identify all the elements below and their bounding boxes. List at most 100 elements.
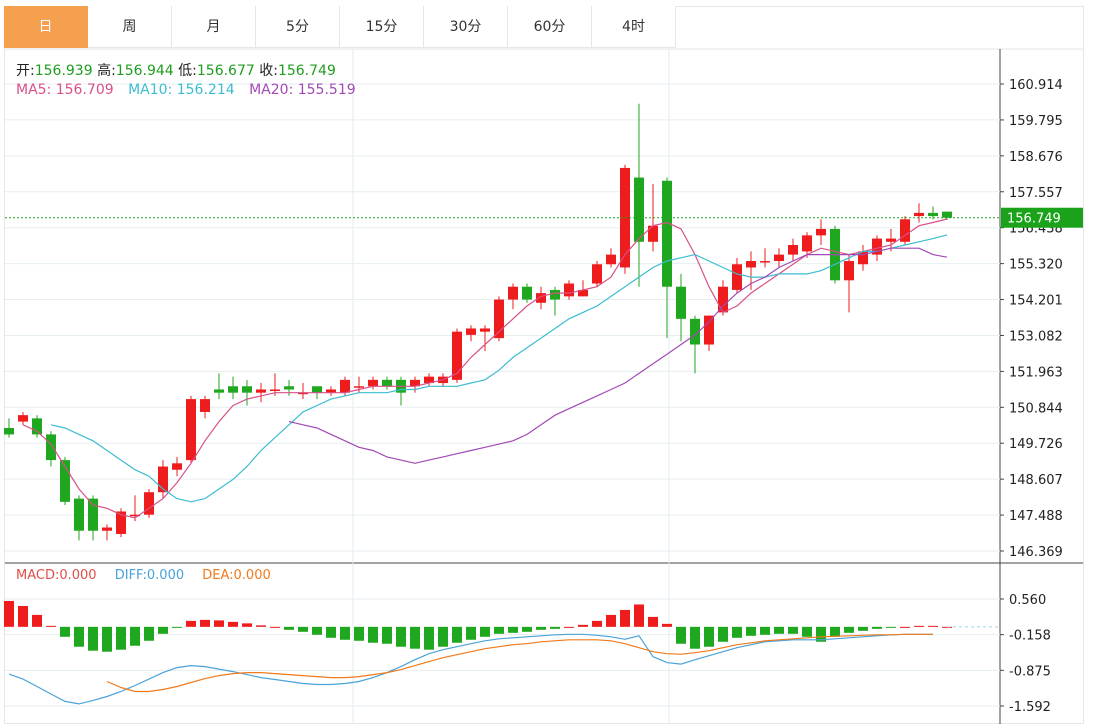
candle-body bbox=[60, 460, 70, 502]
high-label: 高: bbox=[97, 63, 116, 79]
candle-body bbox=[116, 511, 126, 534]
price-tick-label: 147.488 bbox=[1009, 509, 1063, 524]
macd-bar bbox=[494, 626, 504, 634]
macd-bar bbox=[438, 626, 448, 647]
last-price-tag bbox=[1001, 207, 1083, 228]
candle-body bbox=[298, 392, 308, 395]
candle-body bbox=[942, 211, 952, 218]
candle-body bbox=[368, 379, 378, 387]
macd-bar bbox=[536, 626, 546, 630]
macd-bar bbox=[676, 626, 686, 644]
tab-4hour[interactable]: 4时 bbox=[592, 6, 676, 48]
candle-body bbox=[494, 299, 504, 339]
macd-bar bbox=[732, 626, 742, 638]
macd-bar bbox=[564, 626, 574, 628]
candle-body bbox=[564, 283, 574, 297]
macd-bar bbox=[200, 619, 210, 627]
ma10-label: MA10: bbox=[128, 82, 173, 98]
macd-bar bbox=[4, 600, 14, 627]
ma5-label: MA5: bbox=[16, 82, 52, 98]
macd-bar bbox=[214, 620, 224, 627]
ma20-line bbox=[288, 247, 948, 464]
candle-body bbox=[634, 177, 644, 242]
macd-bar bbox=[396, 626, 406, 647]
candle-body bbox=[676, 286, 686, 319]
candle-body bbox=[746, 261, 756, 268]
candle-body bbox=[312, 386, 322, 393]
candle-body bbox=[690, 318, 700, 345]
close-label: 收: bbox=[259, 63, 278, 79]
diff-value: 0.000 bbox=[146, 568, 185, 583]
open-label: 开: bbox=[16, 63, 35, 79]
dea-value: 0.000 bbox=[233, 568, 271, 583]
macd-bar bbox=[816, 626, 826, 642]
macd-bar bbox=[508, 626, 518, 633]
candle-body bbox=[760, 261, 770, 263]
candle-body bbox=[606, 254, 616, 265]
candle-body bbox=[340, 379, 350, 393]
macd-tick-label: -1.592 bbox=[1009, 700, 1051, 715]
macd-bar bbox=[522, 626, 532, 632]
price-tick-label: 154.201 bbox=[1009, 294, 1063, 309]
candle-body bbox=[592, 264, 602, 284]
macd-bar bbox=[886, 626, 896, 628]
candle-body bbox=[704, 315, 714, 345]
price-tick-label: 149.726 bbox=[1009, 437, 1063, 452]
tab-week[interactable]: 周 bbox=[88, 6, 172, 48]
macd-bar bbox=[158, 626, 168, 634]
macd-bar bbox=[326, 626, 336, 638]
macd-bar bbox=[368, 626, 378, 643]
macd-bar bbox=[858, 626, 868, 631]
candle-body bbox=[326, 389, 336, 393]
macd-bar bbox=[872, 626, 882, 629]
candle-body bbox=[844, 261, 854, 281]
candle-body bbox=[354, 386, 364, 388]
candle-body bbox=[214, 389, 224, 393]
macd-bar bbox=[186, 620, 196, 627]
candle-body bbox=[172, 463, 182, 470]
candle-body bbox=[144, 492, 154, 515]
ma20-value: 155.519 bbox=[297, 82, 356, 98]
candle-body bbox=[914, 212, 924, 217]
candle-body bbox=[186, 399, 196, 461]
macd-bar bbox=[298, 626, 308, 632]
tab-5min[interactable]: 5分 bbox=[256, 6, 340, 48]
low-label: 低: bbox=[178, 63, 197, 79]
macd-bar bbox=[382, 626, 392, 644]
macd-bar bbox=[466, 626, 476, 640]
price-tick-label: 146.369 bbox=[1009, 545, 1063, 560]
macd-bar bbox=[550, 626, 560, 629]
macd-bar bbox=[914, 625, 924, 627]
tab-30min[interactable]: 30分 bbox=[424, 6, 508, 48]
tab-15min[interactable]: 15分 bbox=[340, 6, 424, 48]
candle-body bbox=[32, 418, 42, 435]
ohlc-info: 开:156.939 高:156.944 低:156.677 收:156.749 bbox=[16, 60, 336, 80]
candle-body bbox=[452, 331, 462, 380]
ma5-line bbox=[22, 218, 948, 519]
macd-bar bbox=[172, 626, 182, 628]
candle-body bbox=[858, 251, 868, 265]
open-value: 156.939 bbox=[34, 63, 93, 79]
macd-bar bbox=[256, 625, 266, 627]
candle-body bbox=[410, 379, 420, 387]
macd-bar bbox=[228, 621, 238, 627]
candle-body bbox=[466, 328, 476, 335]
ma-info: MA5: 156.709 MA10: 156.214 MA20: 155.519 bbox=[16, 82, 356, 98]
tab-60min[interactable]: 60分 bbox=[508, 6, 592, 48]
macd-bar bbox=[116, 626, 126, 650]
price-tick-label: 155.320 bbox=[1009, 258, 1063, 273]
candle-body bbox=[550, 289, 560, 300]
candle-body bbox=[536, 293, 546, 303]
macd-bar bbox=[74, 626, 84, 647]
macd-bar bbox=[340, 626, 350, 640]
macd-bar bbox=[130, 626, 140, 646]
macd-bar bbox=[662, 623, 672, 627]
tab-day[interactable]: 日 bbox=[4, 6, 88, 48]
tab-month[interactable]: 月 bbox=[172, 6, 256, 48]
macd-bar bbox=[718, 626, 728, 642]
candle-body bbox=[382, 379, 392, 387]
last-price-tag-label: 156.749 bbox=[1007, 212, 1061, 227]
macd-tick-label: 0.560 bbox=[1009, 593, 1046, 608]
candle-body bbox=[508, 286, 518, 300]
candle-body bbox=[788, 244, 798, 255]
